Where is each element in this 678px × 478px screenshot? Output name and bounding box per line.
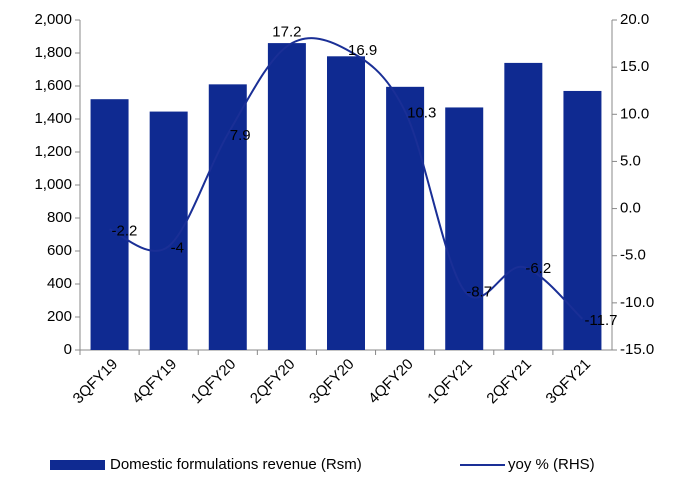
y-tick-label: 2,000 bbox=[34, 11, 72, 28]
bar bbox=[208, 84, 247, 350]
x-tick-label: 3QFY19 bbox=[70, 356, 122, 408]
y-tick-label: 1,400 bbox=[34, 110, 72, 127]
data-label: 16.9 bbox=[348, 42, 377, 59]
x-tick-label: 1QFY20 bbox=[188, 356, 240, 408]
data-label: -2.2 bbox=[112, 222, 138, 239]
x-tick-label: 2QFY20 bbox=[247, 356, 299, 408]
x-tick-label: 2QFY21 bbox=[483, 356, 535, 408]
y-tick-label: 800 bbox=[47, 209, 72, 226]
bar bbox=[267, 43, 306, 350]
data-label: -6.2 bbox=[525, 260, 551, 277]
y-tick-label: 400 bbox=[47, 275, 72, 292]
y2-tick-label: 20.0 bbox=[620, 11, 649, 28]
y-tick-label: 1,600 bbox=[34, 77, 72, 94]
bar bbox=[445, 107, 484, 350]
y-tick-label: 600 bbox=[47, 242, 72, 259]
data-label: -8.7 bbox=[466, 284, 492, 301]
y2-tick-label: 15.0 bbox=[620, 58, 649, 75]
x-tick-label: 3QFY20 bbox=[306, 356, 358, 408]
legend-swatch bbox=[50, 460, 105, 470]
line bbox=[109, 37, 584, 320]
data-label: 7.9 bbox=[230, 127, 251, 144]
y2-tick-label: -10.0 bbox=[620, 294, 654, 311]
bar bbox=[327, 56, 365, 351]
bar bbox=[504, 62, 543, 351]
data-label: 17.2 bbox=[272, 23, 301, 40]
y2-tick-label: -15.0 bbox=[620, 341, 654, 358]
x-tick-label: 4QFY19 bbox=[129, 356, 181, 408]
y2-tick-label: -5.0 bbox=[620, 247, 646, 264]
x-tick-label: 4QFY20 bbox=[365, 356, 417, 408]
y-tick-label: 0 bbox=[64, 341, 72, 358]
data-label: -4 bbox=[171, 239, 184, 256]
y-tick-label: 1,800 bbox=[34, 44, 72, 61]
legend-label: yoy % (RHS) bbox=[508, 456, 595, 473]
y-tick-label: 1,000 bbox=[34, 176, 72, 193]
y-tick-label: 1,200 bbox=[34, 143, 72, 160]
bar bbox=[90, 99, 129, 350]
x-tick-label: 3QFY21 bbox=[543, 356, 595, 408]
y2-tick-label: 10.0 bbox=[620, 105, 649, 122]
data-label: -11.7 bbox=[584, 312, 617, 329]
y2-tick-label: 0.0 bbox=[620, 200, 641, 217]
y2-tick-label: 5.0 bbox=[620, 152, 641, 169]
data-label: 10.3 bbox=[407, 104, 436, 121]
x-tick-label: 1QFY21 bbox=[424, 356, 476, 408]
legend-label: Domestic formulations revenue (Rsm) bbox=[110, 456, 362, 473]
y-tick-label: 200 bbox=[47, 308, 72, 325]
bar bbox=[386, 86, 425, 350]
